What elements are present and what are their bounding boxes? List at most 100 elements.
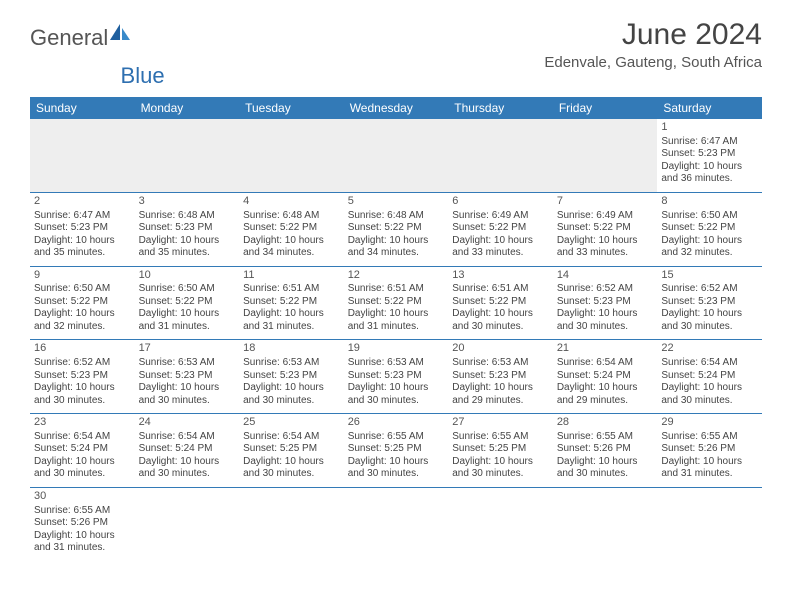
daylight-line: Daylight: 10 hours and 35 minutes.: [34, 235, 131, 260]
sunset-line: Sunset: 5:23 PM: [557, 296, 654, 309]
day-number: 8: [661, 195, 758, 209]
daylight-line: Daylight: 10 hours and 34 minutes.: [348, 235, 445, 260]
calendar-week: 9Sunrise: 6:50 AMSunset: 5:22 PMDaylight…: [30, 266, 762, 340]
day-number: 25: [243, 416, 340, 430]
daylight-line: Daylight: 10 hours and 30 minutes.: [557, 308, 654, 333]
title-block: June 2024 Edenvale, Gauteng, South Afric…: [544, 18, 762, 71]
sunset-line: Sunset: 5:25 PM: [452, 443, 549, 456]
sunset-line: Sunset: 5:24 PM: [661, 370, 758, 383]
sunrise-line: Sunrise: 6:47 AM: [661, 136, 758, 149]
sunset-line: Sunset: 5:26 PM: [661, 443, 758, 456]
sunrise-line: Sunrise: 6:55 AM: [348, 431, 445, 444]
calendar-cell: [135, 119, 240, 192]
sunrise-line: Sunrise: 6:51 AM: [452, 283, 549, 296]
sunset-line: Sunset: 5:22 PM: [243, 296, 340, 309]
sunset-line: Sunset: 5:22 PM: [557, 222, 654, 235]
calendar-cell: [553, 487, 658, 560]
daylight-line: Daylight: 10 hours and 30 minutes.: [452, 456, 549, 481]
daylight-line: Daylight: 10 hours and 30 minutes.: [34, 456, 131, 481]
calendar-cell: 20Sunrise: 6:53 AMSunset: 5:23 PMDayligh…: [448, 340, 553, 414]
sunrise-line: Sunrise: 6:54 AM: [34, 431, 131, 444]
calendar-cell: 5Sunrise: 6:48 AMSunset: 5:22 PMDaylight…: [344, 192, 449, 266]
daylight-line: Daylight: 10 hours and 32 minutes.: [661, 235, 758, 260]
calendar-cell: 6Sunrise: 6:49 AMSunset: 5:22 PMDaylight…: [448, 192, 553, 266]
daylight-line: Daylight: 10 hours and 30 minutes.: [661, 308, 758, 333]
calendar-cell: 18Sunrise: 6:53 AMSunset: 5:23 PMDayligh…: [239, 340, 344, 414]
logo-text-1: General: [30, 25, 108, 51]
daylight-line: Daylight: 10 hours and 30 minutes.: [452, 308, 549, 333]
sail-icon: [110, 24, 132, 42]
calendar-cell: 30Sunrise: 6:55 AMSunset: 5:26 PMDayligh…: [30, 487, 135, 560]
daylight-line: Daylight: 10 hours and 30 minutes.: [661, 382, 758, 407]
sunrise-line: Sunrise: 6:53 AM: [348, 357, 445, 370]
day-number: 7: [557, 195, 654, 209]
day-number: 16: [34, 342, 131, 356]
sunrise-line: Sunrise: 6:51 AM: [243, 283, 340, 296]
calendar-cell: 19Sunrise: 6:53 AMSunset: 5:23 PMDayligh…: [344, 340, 449, 414]
calendar-cell: [448, 119, 553, 192]
day-number: 23: [34, 416, 131, 430]
daylight-line: Daylight: 10 hours and 29 minutes.: [557, 382, 654, 407]
sunset-line: Sunset: 5:24 PM: [557, 370, 654, 383]
sunrise-line: Sunrise: 6:53 AM: [452, 357, 549, 370]
calendar-cell: 14Sunrise: 6:52 AMSunset: 5:23 PMDayligh…: [553, 266, 658, 340]
sunrise-line: Sunrise: 6:52 AM: [34, 357, 131, 370]
calendar-cell: 10Sunrise: 6:50 AMSunset: 5:22 PMDayligh…: [135, 266, 240, 340]
calendar-cell: [448, 487, 553, 560]
calendar-cell: 12Sunrise: 6:51 AMSunset: 5:22 PMDayligh…: [344, 266, 449, 340]
day-number: 14: [557, 269, 654, 283]
day-number: 27: [452, 416, 549, 430]
sunset-line: Sunset: 5:25 PM: [243, 443, 340, 456]
day-number: 2: [34, 195, 131, 209]
sunrise-line: Sunrise: 6:49 AM: [452, 210, 549, 223]
daylight-line: Daylight: 10 hours and 30 minutes.: [139, 382, 236, 407]
sunset-line: Sunset: 5:23 PM: [34, 370, 131, 383]
day-number: 4: [243, 195, 340, 209]
calendar-cell: 28Sunrise: 6:55 AMSunset: 5:26 PMDayligh…: [553, 414, 658, 488]
sunset-line: Sunset: 5:23 PM: [34, 222, 131, 235]
daylight-line: Daylight: 10 hours and 30 minutes.: [243, 382, 340, 407]
daylight-line: Daylight: 10 hours and 34 minutes.: [243, 235, 340, 260]
calendar-cell: [657, 487, 762, 560]
day-header: Friday: [553, 97, 658, 119]
day-header: Tuesday: [239, 97, 344, 119]
sunset-line: Sunset: 5:23 PM: [661, 296, 758, 309]
day-header: Wednesday: [344, 97, 449, 119]
calendar-cell: 3Sunrise: 6:48 AMSunset: 5:23 PMDaylight…: [135, 192, 240, 266]
daylight-line: Daylight: 10 hours and 31 minutes.: [243, 308, 340, 333]
daylight-line: Daylight: 10 hours and 32 minutes.: [34, 308, 131, 333]
sunset-line: Sunset: 5:22 PM: [243, 222, 340, 235]
sunrise-line: Sunrise: 6:50 AM: [34, 283, 131, 296]
day-number: 30: [34, 490, 131, 504]
sunrise-line: Sunrise: 6:54 AM: [661, 357, 758, 370]
day-number: 19: [348, 342, 445, 356]
daylight-line: Daylight: 10 hours and 35 minutes.: [139, 235, 236, 260]
daylight-line: Daylight: 10 hours and 31 minutes.: [34, 530, 131, 555]
daylight-line: Daylight: 10 hours and 31 minutes.: [348, 308, 445, 333]
calendar-body: 1Sunrise: 6:47 AMSunset: 5:23 PMDaylight…: [30, 119, 762, 561]
calendar-cell: [30, 119, 135, 192]
calendar-page: General June 2024 Edenvale, Gauteng, Sou…: [0, 0, 792, 579]
day-header: Saturday: [657, 97, 762, 119]
sunrise-line: Sunrise: 6:54 AM: [243, 431, 340, 444]
sunrise-line: Sunrise: 6:54 AM: [139, 431, 236, 444]
calendar-week: 2Sunrise: 6:47 AMSunset: 5:23 PMDaylight…: [30, 192, 762, 266]
day-number: 22: [661, 342, 758, 356]
calendar-cell: 2Sunrise: 6:47 AMSunset: 5:23 PMDaylight…: [30, 192, 135, 266]
calendar-cell: 23Sunrise: 6:54 AMSunset: 5:24 PMDayligh…: [30, 414, 135, 488]
sunset-line: Sunset: 5:24 PM: [139, 443, 236, 456]
calendar-cell: 16Sunrise: 6:52 AMSunset: 5:23 PMDayligh…: [30, 340, 135, 414]
day-number: 3: [139, 195, 236, 209]
calendar-cell: 9Sunrise: 6:50 AMSunset: 5:22 PMDaylight…: [30, 266, 135, 340]
daylight-line: Daylight: 10 hours and 30 minutes.: [139, 456, 236, 481]
sunset-line: Sunset: 5:22 PM: [452, 296, 549, 309]
daylight-line: Daylight: 10 hours and 31 minutes.: [661, 456, 758, 481]
day-number: 10: [139, 269, 236, 283]
daylight-line: Daylight: 10 hours and 31 minutes.: [139, 308, 236, 333]
calendar-cell: 7Sunrise: 6:49 AMSunset: 5:22 PMDaylight…: [553, 192, 658, 266]
sunset-line: Sunset: 5:26 PM: [34, 517, 131, 530]
day-header-row: SundayMondayTuesdayWednesdayThursdayFrid…: [30, 97, 762, 119]
daylight-line: Daylight: 10 hours and 30 minutes.: [557, 456, 654, 481]
day-number: 24: [139, 416, 236, 430]
daylight-line: Daylight: 10 hours and 30 minutes.: [34, 382, 131, 407]
